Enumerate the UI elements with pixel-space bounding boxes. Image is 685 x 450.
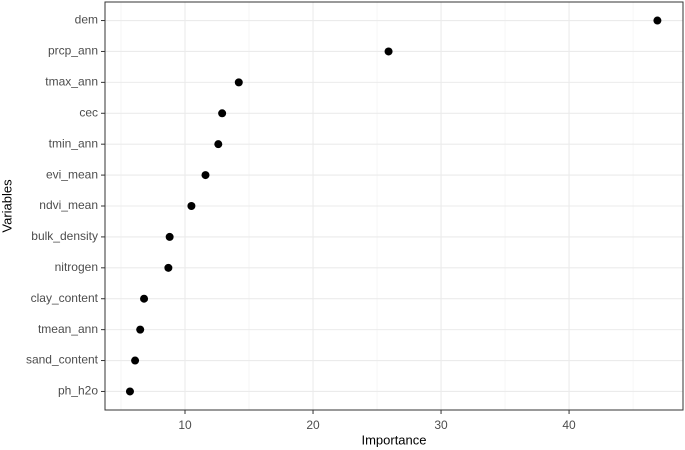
dot: [165, 232, 174, 241]
y-tick-label: ndvi_mean: [39, 198, 98, 212]
y-tick-label: tmin_ann: [49, 136, 98, 150]
x-axis-title: Importance: [361, 432, 426, 447]
y-tick-label: tmean_ann: [38, 322, 98, 336]
y-tick-label: cec: [79, 105, 98, 119]
dot: [201, 171, 210, 180]
y-tick-label: evi_mean: [46, 167, 98, 181]
y-tick-label: nitrogen: [55, 260, 98, 274]
dot: [384, 47, 393, 56]
y-axis-title: Variables: [0, 179, 14, 233]
dot: [234, 78, 243, 87]
y-tick-label: dem: [75, 13, 98, 27]
y-tick-label: ph_h2o: [58, 384, 98, 398]
y-tick-label: tmax_ann: [45, 75, 98, 89]
x-tick-label: 10: [178, 418, 192, 432]
x-tick-label: 30: [434, 418, 448, 432]
dot: [187, 202, 196, 210]
panel-border: [104, 1, 684, 411]
dot: [125, 387, 134, 396]
dot: [140, 294, 149, 303]
y-tick-label: sand_content: [26, 353, 99, 367]
dot: [653, 16, 662, 25]
y-tick-label: clay_content: [31, 291, 99, 305]
x-tick-label: 20: [306, 418, 320, 432]
dot: [214, 140, 223, 149]
dot: [136, 325, 145, 334]
dot: [164, 263, 173, 272]
x-tick-label: 40: [562, 418, 576, 432]
y-tick-label: bulk_density: [31, 229, 98, 243]
y-tick-label: prcp_ann: [48, 44, 98, 58]
dot: [218, 109, 227, 118]
dot: [131, 356, 140, 365]
